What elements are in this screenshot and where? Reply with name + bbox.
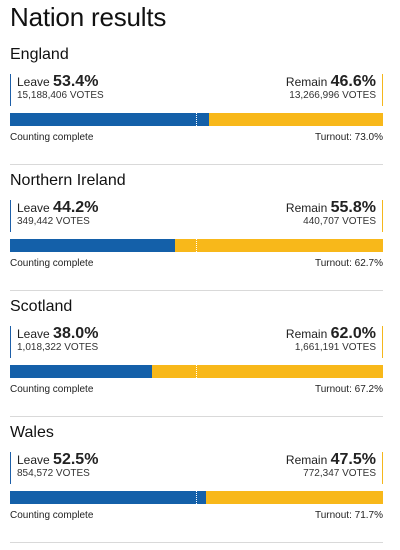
nation-name: England bbox=[10, 46, 69, 63]
leave-result: Leave 38.0% 1,018,322 VOTES bbox=[10, 326, 98, 358]
result-bar bbox=[10, 365, 383, 378]
divider bbox=[10, 290, 383, 291]
leave-label: Leave bbox=[17, 453, 50, 467]
remain-votes: 772,347 VOTES bbox=[303, 468, 376, 479]
remain-percent: 55.8% bbox=[330, 199, 376, 216]
leave-percent: 53.4% bbox=[53, 73, 99, 90]
result-bar bbox=[10, 239, 383, 252]
remain-result: Remain 55.8% 440,707 VOTES bbox=[286, 200, 383, 232]
nation-card-scotland: Scotland Leave 38.0% 1,018,322 VOTES Rem… bbox=[10, 298, 383, 424]
remain-label: Remain bbox=[285, 201, 328, 215]
turnout: Turnout: 71.7% bbox=[314, 510, 383, 521]
midpoint-marker bbox=[196, 491, 197, 504]
leave-bar-fill bbox=[10, 113, 210, 126]
remain-result: Remain 47.5% 772,347 VOTES bbox=[286, 452, 383, 484]
turnout: Turnout: 67.2% bbox=[314, 384, 383, 395]
leave-percent: 44.2% bbox=[53, 199, 99, 216]
leave-bar-fill bbox=[10, 365, 152, 378]
leave-votes: 1,018,322 VOTES bbox=[17, 342, 99, 353]
nation-name: Wales bbox=[10, 424, 54, 441]
counting-status: Counting complete bbox=[10, 258, 94, 269]
counting-status: Counting complete bbox=[10, 132, 94, 143]
nation-name: Northern Ireland bbox=[10, 172, 126, 189]
leave-result: Leave 44.2% 349,442 VOTES bbox=[10, 200, 98, 232]
remain-result: Remain 62.0% 1,661,191 VOTES bbox=[286, 326, 383, 358]
remain-votes: 1,661,191 VOTES bbox=[294, 342, 376, 353]
leave-bar-fill bbox=[10, 239, 175, 252]
counting-status: Counting complete bbox=[10, 510, 94, 521]
result-bar bbox=[10, 491, 383, 504]
remain-votes: 13,266,996 VOTES bbox=[289, 90, 376, 101]
leave-percent: 38.0% bbox=[53, 325, 99, 342]
midpoint-marker bbox=[196, 239, 197, 252]
nation-card-england: England Leave 53.4% 15,188,406 VOTES Rem… bbox=[10, 46, 383, 172]
remain-label: Remain bbox=[285, 327, 328, 341]
turnout: Turnout: 62.7% bbox=[314, 258, 383, 269]
midpoint-marker bbox=[196, 365, 197, 378]
remain-percent: 46.6% bbox=[330, 73, 376, 90]
remain-label: Remain bbox=[285, 453, 328, 467]
remain-label: Remain bbox=[285, 75, 328, 89]
page-title: Nation results bbox=[10, 2, 167, 32]
turnout: Turnout: 73.0% bbox=[314, 132, 383, 143]
nation-card-northern-ireland: Northern Ireland Leave 44.2% 349,442 VOT… bbox=[10, 172, 383, 298]
divider bbox=[10, 542, 383, 543]
remain-percent: 62.0% bbox=[330, 325, 376, 342]
leave-label: Leave bbox=[17, 75, 50, 89]
nation-name: Scotland bbox=[10, 298, 73, 315]
divider bbox=[10, 416, 383, 417]
leave-votes: 15,188,406 VOTES bbox=[17, 90, 104, 101]
leave-percent: 52.5% bbox=[53, 451, 99, 468]
remain-votes: 440,707 VOTES bbox=[303, 216, 376, 227]
divider bbox=[10, 164, 383, 165]
leave-votes: 854,572 VOTES bbox=[17, 468, 90, 479]
counting-status: Counting complete bbox=[10, 384, 94, 395]
remain-result: Remain 46.6% 13,266,996 VOTES bbox=[286, 74, 383, 106]
leave-result: Leave 52.5% 854,572 VOTES bbox=[10, 452, 98, 484]
leave-result: Leave 53.4% 15,188,406 VOTES bbox=[10, 74, 104, 106]
midpoint-marker bbox=[196, 113, 197, 126]
remain-percent: 47.5% bbox=[330, 451, 376, 468]
leave-bar-fill bbox=[10, 491, 206, 504]
leave-label: Leave bbox=[17, 201, 50, 215]
leave-label: Leave bbox=[17, 327, 50, 341]
result-bar bbox=[10, 113, 383, 126]
leave-votes: 349,442 VOTES bbox=[17, 216, 90, 227]
nation-card-wales: Wales Leave 52.5% 854,572 VOTES Remain 4… bbox=[10, 424, 383, 550]
